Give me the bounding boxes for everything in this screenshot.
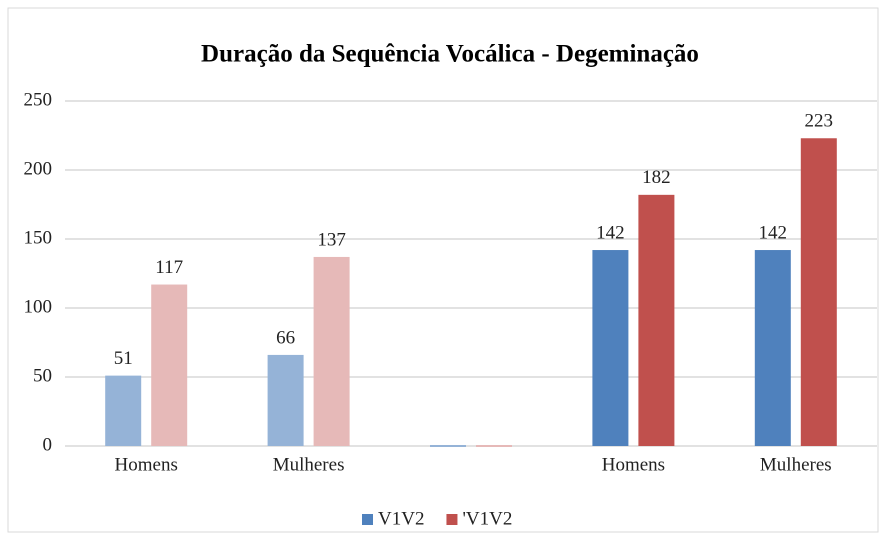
x-tick-label: Homens <box>602 454 665 475</box>
legend-swatch <box>446 514 458 525</box>
data-label: 182 <box>642 167 671 188</box>
x-tick-label: Mulheres <box>273 454 345 475</box>
bar <box>638 194 675 446</box>
data-label: 223 <box>805 111 834 132</box>
y-tick-label: 250 <box>24 89 53 110</box>
y-tick-label: 200 <box>24 158 53 179</box>
data-label: 51 <box>114 348 133 369</box>
bar <box>476 445 512 447</box>
bar <box>313 256 350 446</box>
legend-label: V1V2 <box>378 508 424 529</box>
x-tick-label: Mulheres <box>760 454 832 475</box>
y-tick-label: 150 <box>24 227 53 248</box>
data-label: 117 <box>155 257 183 278</box>
chart-title: Duração da Sequência Vocálica - Degemina… <box>201 41 699 68</box>
data-label: 66 <box>276 327 295 348</box>
legend-swatch <box>362 514 373 525</box>
bar <box>754 250 791 446</box>
bar <box>151 284 188 446</box>
data-label: 142 <box>596 222 625 243</box>
legend-label: 'V1V2 <box>462 508 512 529</box>
x-tick-label: Homens <box>115 454 178 475</box>
bar <box>105 375 142 446</box>
y-tick-label: 100 <box>24 296 53 317</box>
y-tick-label: 0 <box>43 434 53 455</box>
data-label: 142 <box>759 222 788 243</box>
bar <box>267 354 304 446</box>
y-tick-label: 50 <box>33 365 52 386</box>
bar <box>592 250 629 446</box>
bar <box>800 138 837 446</box>
data-label: 137 <box>317 229 346 250</box>
bar <box>430 445 466 447</box>
